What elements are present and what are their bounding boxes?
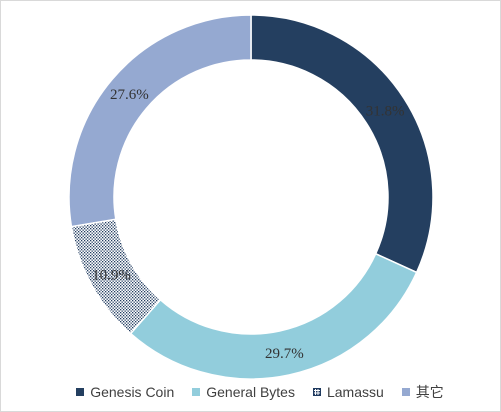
legend-label-lamassu: Lamassu bbox=[326, 384, 384, 400]
legend-swatch-general-bytes bbox=[192, 388, 201, 396]
slice-genesis-coin bbox=[250, 14, 434, 274]
legend-label-general-bytes: General Bytes bbox=[206, 384, 295, 400]
legend-swatch-lamassu bbox=[312, 388, 321, 396]
legend-label-genesis-coin: Genesis Coin bbox=[90, 384, 175, 400]
legend-swatch-genesis-coin bbox=[76, 388, 85, 396]
legend-swatch-other bbox=[401, 388, 410, 396]
legend-item-other: 其它 bbox=[401, 382, 444, 402]
legend-item-genesis-coin: Genesis Coin bbox=[76, 384, 174, 400]
data-label-general-bytes: 29.7% bbox=[265, 346, 304, 362]
slice-other bbox=[68, 14, 252, 228]
data-labels: 31.8% 29.7% 10.9% 27.6% bbox=[92, 87, 404, 362]
data-label-lamassu: 10.9% bbox=[92, 267, 131, 283]
legend-label-other: 其它 bbox=[415, 384, 444, 400]
legend: Genesis Coin General Bytes Lamassu 其它 bbox=[40, 382, 480, 402]
legend-item-lamassu: Lamassu bbox=[312, 384, 384, 400]
data-label-genesis-coin: 31.8% bbox=[366, 104, 405, 120]
legend-item-general-bytes: General Bytes bbox=[192, 384, 295, 400]
donut-slices bbox=[68, 14, 434, 380]
data-label-other: 27.6% bbox=[110, 87, 149, 103]
